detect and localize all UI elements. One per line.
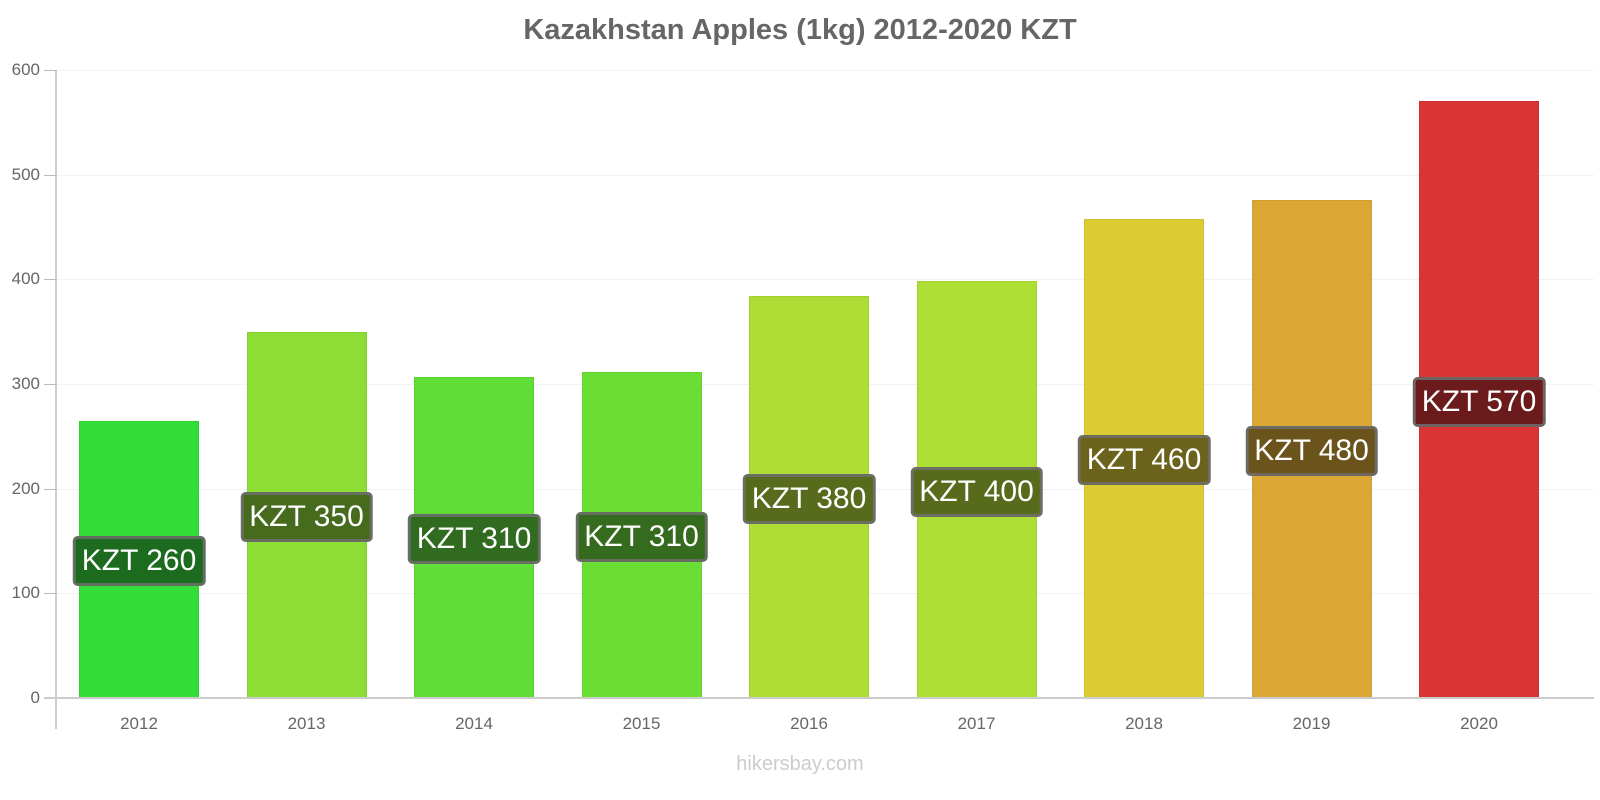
x-tick-label: 2013 — [287, 714, 326, 733]
y-tick-label: 0 — [30, 688, 40, 707]
y-tick-mark — [44, 279, 56, 281]
x-tick-label: 2020 — [1460, 714, 1498, 733]
gridline — [56, 279, 1594, 281]
gridline — [56, 70, 1594, 71]
x-tick-label: 2016 — [790, 714, 828, 733]
y-tick-mark — [44, 70, 56, 71]
y-axis-line — [55, 70, 57, 729]
watermark: hikersbay.com — [736, 753, 864, 775]
value-label: KZT 350 — [240, 491, 373, 542]
y-tick-label: 400 — [11, 269, 40, 289]
y-tick-mark — [44, 174, 56, 176]
chart-title: Kazakhstan Apples (1kg) 2012-2020 KZT — [523, 14, 1077, 46]
y-tick-label: 300 — [11, 374, 40, 393]
y-tick-mark — [44, 593, 56, 595]
y-tick-label: 100 — [11, 583, 40, 603]
x-tick-label: 2012 — [120, 714, 158, 733]
value-label: KZT 460 — [1077, 435, 1211, 486]
x-tick-label: 2014 — [455, 714, 493, 733]
value-label: KZT 480 — [1245, 425, 1378, 476]
value-label: KZT 310 — [407, 514, 541, 565]
x-tick-label: 2018 — [1125, 714, 1163, 733]
gridline — [56, 174, 1594, 176]
x-tick-label: 2017 — [957, 714, 996, 733]
value-label: KZT 380 — [742, 474, 876, 525]
value-label: KZT 400 — [910, 466, 1043, 517]
y-tick-label: 600 — [11, 60, 40, 79]
y-tick-mark — [44, 488, 56, 490]
x-axis-line — [44, 697, 1594, 699]
x-tick-label: 2015 — [622, 714, 661, 733]
y-tick-label: 500 — [11, 164, 40, 184]
y-tick-label: 200 — [11, 478, 40, 498]
y-tick-mark — [44, 384, 56, 385]
value-label: KZT 260 — [72, 536, 206, 587]
value-label: KZT 310 — [575, 512, 708, 563]
x-tick-label: 2019 — [1292, 714, 1331, 733]
value-label: KZT 570 — [1412, 376, 1546, 427]
